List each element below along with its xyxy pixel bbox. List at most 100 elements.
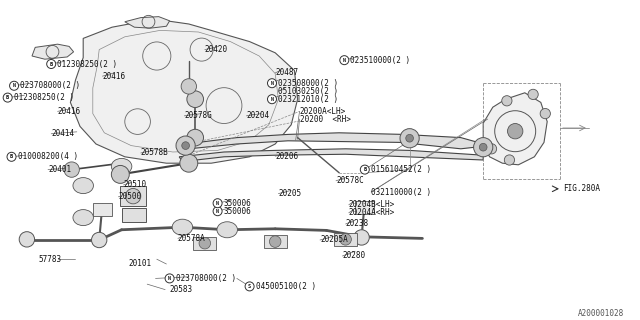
Polygon shape — [264, 235, 287, 248]
Text: N: N — [271, 97, 273, 102]
Text: 20414: 20414 — [51, 129, 74, 138]
Text: 20205: 20205 — [278, 189, 301, 198]
Polygon shape — [179, 149, 483, 162]
Circle shape — [340, 56, 349, 65]
Circle shape — [125, 188, 141, 204]
Text: 20205A: 20205A — [320, 236, 348, 244]
Text: 350006: 350006 — [223, 199, 252, 208]
Circle shape — [245, 282, 254, 291]
Ellipse shape — [73, 210, 93, 226]
Text: 20401: 20401 — [48, 165, 71, 174]
Circle shape — [19, 232, 35, 247]
Circle shape — [508, 124, 523, 139]
Circle shape — [213, 207, 222, 216]
Bar — [355, 201, 374, 214]
Circle shape — [10, 81, 19, 90]
Circle shape — [181, 79, 196, 94]
Text: 20204A<RH>: 20204A<RH> — [349, 208, 395, 217]
Circle shape — [268, 95, 276, 104]
Text: 20420: 20420 — [205, 45, 228, 54]
Polygon shape — [70, 21, 298, 163]
Circle shape — [187, 129, 204, 146]
Text: 023708000(2 ): 023708000(2 ) — [20, 81, 80, 90]
Text: 023508000(2 ): 023508000(2 ) — [278, 79, 338, 88]
Circle shape — [182, 142, 189, 149]
Text: N: N — [216, 209, 219, 214]
Circle shape — [187, 91, 204, 108]
Circle shape — [479, 143, 487, 151]
Text: 20578G: 20578G — [184, 111, 212, 120]
Ellipse shape — [73, 178, 93, 194]
Circle shape — [360, 165, 369, 174]
Text: N: N — [343, 58, 346, 63]
Circle shape — [540, 108, 550, 119]
Text: 012308250(2 ): 012308250(2 ) — [13, 93, 74, 102]
Text: 015610452(2 ): 015610452(2 ) — [371, 165, 431, 174]
Text: 20487: 20487 — [275, 68, 298, 77]
Circle shape — [165, 274, 174, 283]
Text: 20200  <RH>: 20200 <RH> — [300, 115, 350, 124]
Text: 023212010(2 ): 023212010(2 ) — [278, 95, 338, 104]
Text: 023708000(2 ): 023708000(2 ) — [175, 274, 236, 283]
Text: 20500: 20500 — [118, 192, 141, 201]
Text: 20200A<LH>: 20200A<LH> — [300, 107, 346, 116]
Text: 20578C: 20578C — [336, 176, 364, 185]
Text: 023510000(2 ): 023510000(2 ) — [350, 56, 410, 65]
Circle shape — [474, 138, 493, 157]
Text: 045005100(2 ): 045005100(2 ) — [255, 282, 316, 291]
Text: 20101: 20101 — [128, 260, 151, 268]
Circle shape — [502, 96, 512, 106]
Text: 012308250(2 ): 012308250(2 ) — [57, 60, 117, 68]
Ellipse shape — [111, 158, 132, 174]
Circle shape — [340, 234, 351, 245]
Bar — [93, 203, 112, 216]
Polygon shape — [186, 133, 490, 149]
Text: 010008200(4 ): 010008200(4 ) — [17, 152, 77, 161]
Polygon shape — [32, 44, 74, 59]
Circle shape — [7, 152, 16, 161]
Text: 20416: 20416 — [58, 107, 81, 116]
Circle shape — [504, 155, 515, 165]
Circle shape — [354, 230, 369, 245]
Circle shape — [268, 79, 276, 88]
Text: 57783: 57783 — [38, 255, 61, 264]
Circle shape — [47, 60, 56, 68]
Text: 20238: 20238 — [346, 220, 369, 228]
Text: 20416: 20416 — [102, 72, 125, 81]
Text: N: N — [216, 201, 219, 206]
Polygon shape — [193, 237, 216, 250]
Circle shape — [92, 232, 107, 248]
Circle shape — [64, 162, 79, 177]
Text: B: B — [50, 61, 52, 67]
Circle shape — [3, 93, 12, 102]
Text: B: B — [364, 167, 366, 172]
Bar — [122, 208, 146, 222]
Text: 20578B: 20578B — [141, 148, 168, 157]
Circle shape — [176, 136, 195, 155]
Text: 20578A: 20578A — [178, 234, 205, 243]
Text: B: B — [6, 95, 9, 100]
Ellipse shape — [217, 222, 237, 238]
Text: FIG.280A: FIG.280A — [563, 184, 600, 193]
Text: N: N — [271, 81, 273, 86]
Circle shape — [199, 237, 211, 249]
Polygon shape — [334, 233, 357, 246]
Text: 350006: 350006 — [223, 207, 252, 216]
Circle shape — [400, 129, 419, 148]
Text: 20583: 20583 — [170, 285, 193, 294]
Ellipse shape — [172, 219, 193, 235]
Circle shape — [180, 154, 198, 172]
Circle shape — [528, 89, 538, 100]
Bar — [120, 186, 146, 206]
Text: 20280: 20280 — [342, 252, 365, 260]
Text: A200001028: A200001028 — [578, 309, 624, 318]
Text: 20510: 20510 — [124, 180, 147, 189]
Text: N: N — [168, 276, 171, 281]
Text: 20204: 20204 — [246, 111, 269, 120]
Text: 032110000(2 ): 032110000(2 ) — [371, 188, 431, 196]
Circle shape — [406, 134, 413, 142]
Text: 20204B<LH>: 20204B<LH> — [349, 200, 395, 209]
Text: B: B — [10, 154, 13, 159]
Polygon shape — [125, 17, 170, 28]
Text: S: S — [248, 284, 251, 289]
